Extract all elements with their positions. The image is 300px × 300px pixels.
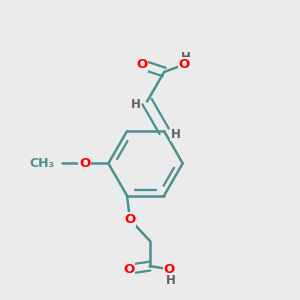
- Text: H: H: [131, 98, 141, 111]
- Text: O: O: [123, 262, 134, 276]
- Text: O: O: [124, 213, 136, 226]
- Text: O: O: [179, 58, 190, 71]
- Text: O: O: [136, 58, 148, 71]
- Text: CH₃: CH₃: [30, 157, 55, 170]
- Text: O: O: [164, 262, 175, 276]
- Text: H: H: [166, 274, 176, 287]
- Text: H: H: [181, 51, 191, 64]
- Text: H: H: [170, 128, 180, 141]
- Text: O: O: [79, 157, 90, 170]
